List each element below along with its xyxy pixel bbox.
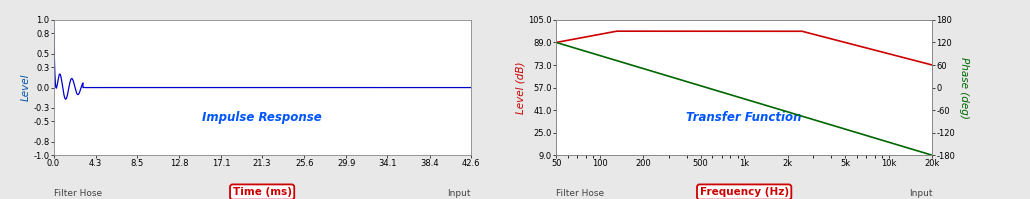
- Y-axis label: Level: Level: [21, 74, 30, 101]
- Y-axis label: Level (dB): Level (dB): [516, 61, 525, 114]
- Text: Input: Input: [447, 189, 471, 198]
- Text: Frequency (Hz): Frequency (Hz): [699, 187, 789, 197]
- Text: Filter Hose: Filter Hose: [556, 189, 605, 198]
- Y-axis label: Phase (deg): Phase (deg): [959, 57, 969, 118]
- Text: Time (ms): Time (ms): [233, 187, 291, 197]
- Text: Impulse Response: Impulse Response: [202, 111, 322, 124]
- Text: Transfer Function: Transfer Function: [686, 111, 802, 124]
- Text: Input: Input: [908, 189, 932, 198]
- Text: Filter Hose: Filter Hose: [54, 189, 102, 198]
